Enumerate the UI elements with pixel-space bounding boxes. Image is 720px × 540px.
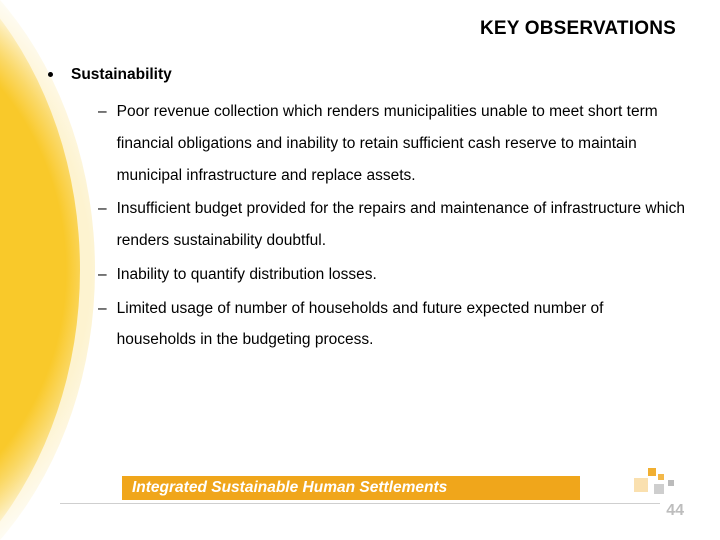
sub-list: – Poor revenue collection which renders … <box>98 96 686 356</box>
deco-square <box>654 484 664 494</box>
footer-banner: Integrated Sustainable Human Settlements <box>122 476 580 500</box>
dash-icon: – <box>98 193 107 225</box>
bullet-heading: Sustainability <box>71 66 172 84</box>
list-item-text: Limited usage of number of households an… <box>117 293 686 357</box>
bullet-row: Sustainability <box>48 66 686 84</box>
slide: KEY OBSERVATIONS Sustainability – Poor r… <box>0 0 720 540</box>
deco-square <box>658 474 664 480</box>
bullet-dot-icon <box>48 72 53 77</box>
footer-banner-text: Integrated Sustainable Human Settlements <box>132 479 447 497</box>
deco-square <box>648 468 656 476</box>
content-area: Sustainability – Poor revenue collection… <box>48 66 686 358</box>
list-item: – Inability to quantify distribution los… <box>98 259 686 291</box>
list-item-text: Poor revenue collection which renders mu… <box>117 96 686 191</box>
page-title: KEY OBSERVATIONS <box>480 18 676 40</box>
list-item-text: Inability to quantify distribution losse… <box>117 259 686 291</box>
deco-square <box>634 478 648 492</box>
deco-square <box>668 480 674 486</box>
list-item-text: Insufficient budget provided for the rep… <box>117 193 686 257</box>
dash-icon: – <box>98 293 107 325</box>
footer-underline <box>60 503 660 504</box>
list-item: – Limited usage of number of households … <box>98 293 686 357</box>
decorative-squares <box>634 468 678 498</box>
dash-icon: – <box>98 96 107 128</box>
list-item: – Insufficient budget provided for the r… <box>98 193 686 257</box>
page-number: 44 <box>666 502 684 520</box>
list-item: – Poor revenue collection which renders … <box>98 96 686 191</box>
dash-icon: – <box>98 259 107 291</box>
